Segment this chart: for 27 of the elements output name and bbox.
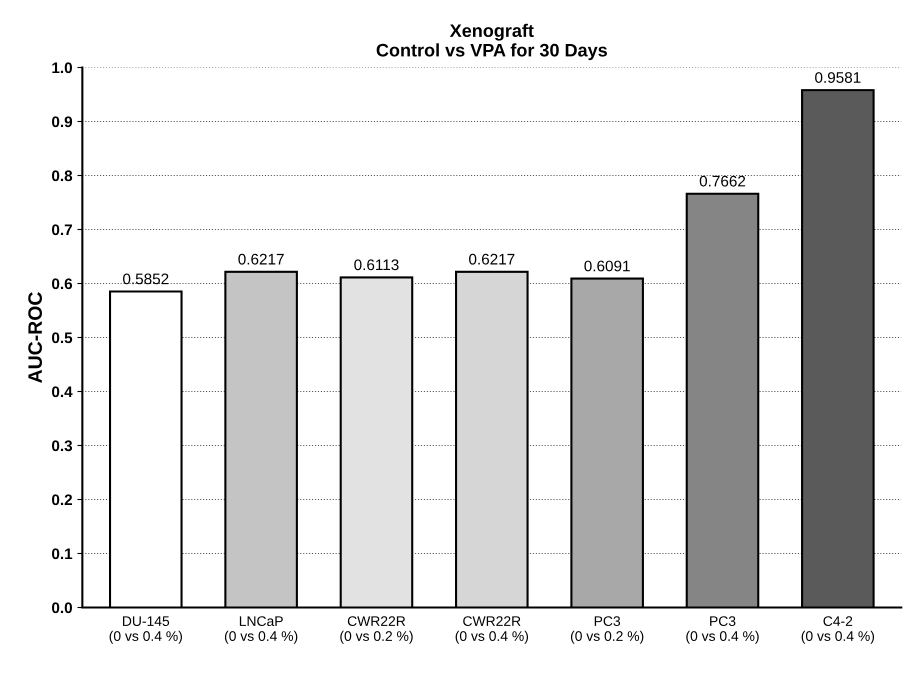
y-tick-label: 0.0 xyxy=(52,602,72,614)
y-tick-label: 0.7 xyxy=(52,224,72,236)
y-tick-label: 0.1 xyxy=(52,548,72,560)
y-tick-label: 0.5 xyxy=(52,332,72,344)
data-label: 0.5852 xyxy=(123,273,168,284)
y-tick-label: 0.8 xyxy=(52,170,72,182)
y-tick-label: 0.9 xyxy=(52,116,72,128)
y-axis-title: AUC-ROC xyxy=(28,292,42,383)
data-label: 0.6217 xyxy=(238,254,284,265)
x-tick-label: PC3 (0 vs 0.2 %) xyxy=(570,616,644,644)
y-tick-label: 0.6 xyxy=(52,278,72,290)
x-tick-label: C4-2 (0 vs 0.4 %) xyxy=(802,616,874,644)
data-label: 0.6091 xyxy=(584,260,630,272)
y-tick-label: 0.2 xyxy=(52,494,72,506)
y-tick-label: 1.0 xyxy=(52,62,72,74)
y-tick-label: 0.3 xyxy=(52,440,72,452)
x-tick-label: CWR22R (0 vs 0.4 %) xyxy=(456,616,528,644)
x-tick-label: DU-145 (0 vs 0.4 %) xyxy=(110,616,182,644)
chart-title: Xenograft Control vs VPA for 30 Days xyxy=(376,24,607,60)
x-tick-label: LNCaP (0 vs 0.4 %) xyxy=(224,616,298,644)
x-tick-label: PC3 (0 vs 0.4 %) xyxy=(686,616,759,644)
data-label: 0.6217 xyxy=(469,254,514,265)
data-label: 0.6113 xyxy=(354,259,399,270)
data-label: 0.7662 xyxy=(700,176,746,187)
x-tick-label: CWR22R (0 vs 0.2 %) xyxy=(340,616,413,644)
data-label: 0.9581 xyxy=(815,72,860,83)
y-tick-label: 0.4 xyxy=(52,386,73,398)
